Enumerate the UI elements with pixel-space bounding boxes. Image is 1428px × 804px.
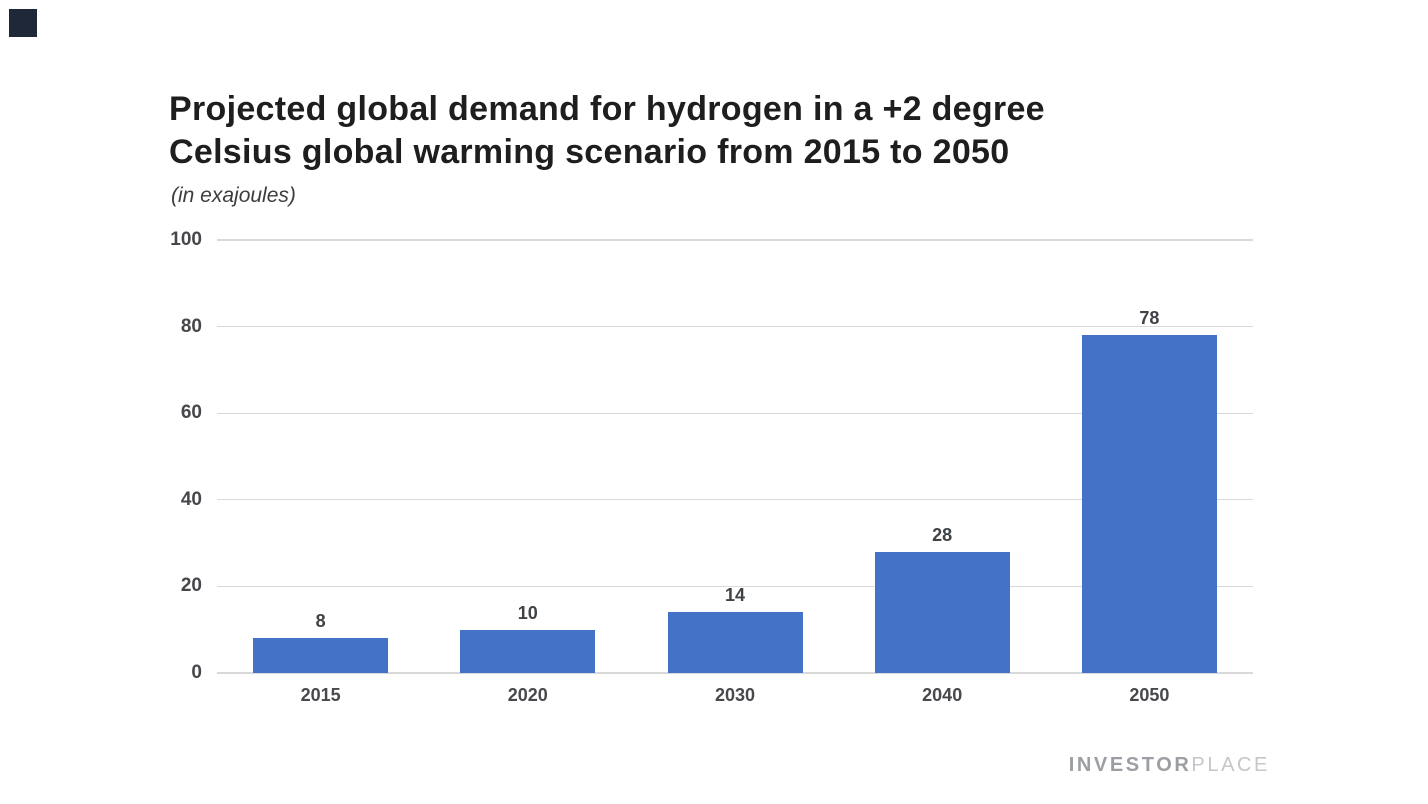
chart-title-line1: Projected global demand for hydrogen in …	[169, 90, 1045, 128]
value-label-2020: 10	[517, 602, 538, 623]
gridline-y-100	[217, 239, 1253, 241]
bar-chart-plot-area: 8 2015 10 2020 14 2030 28 2040 78 2050	[217, 239, 1253, 705]
y-axis-tick-60: 60	[180, 402, 202, 424]
gridline-y-20	[217, 585, 1253, 588]
chart-title: Projected global demand for hydrogen in …	[169, 88, 1229, 174]
y-axis-tick-0: 0	[191, 662, 202, 683]
y-axis-tick-20: 20	[180, 575, 202, 597]
y-axis-tick-100: 100	[170, 229, 202, 250]
logo-text-light: PLACE	[1191, 754, 1270, 776]
bar-2040	[874, 551, 1010, 673]
bar-2050	[1081, 335, 1217, 673]
value-label-2015: 8	[315, 611, 326, 632]
bar-2015	[253, 638, 389, 673]
x-axis-label-2040: 2040	[922, 685, 963, 705]
investorplace-logo: INVESTORPLACE	[1069, 753, 1270, 777]
chart-subtitle: (in exajoules)	[171, 184, 296, 207]
slide-corner-marker	[9, 9, 37, 37]
bar-2030	[667, 612, 803, 673]
y-axis-tick-40: 40	[180, 488, 202, 510]
gridline-y-80	[217, 325, 1253, 328]
x-axis-label-2050: 2050	[1129, 685, 1170, 705]
x-axis-label-2015: 2015	[300, 685, 341, 705]
value-label-2030: 14	[724, 585, 746, 606]
value-label-2050: 78	[1139, 308, 1160, 329]
gridline-y-40	[217, 499, 1253, 501]
x-axis-label-2020: 2020	[507, 685, 548, 705]
x-axis-label-2030: 2030	[714, 685, 756, 705]
value-label-2040: 28	[932, 524, 953, 545]
logo-text-bold: INVESTOR	[1068, 754, 1192, 776]
bar-2020	[460, 629, 596, 673]
chart-title-line2: Celsius global warming scenario from 201…	[169, 133, 1010, 171]
gridline-y-60	[217, 412, 1253, 414]
y-axis-tick-80: 80	[180, 315, 202, 337]
